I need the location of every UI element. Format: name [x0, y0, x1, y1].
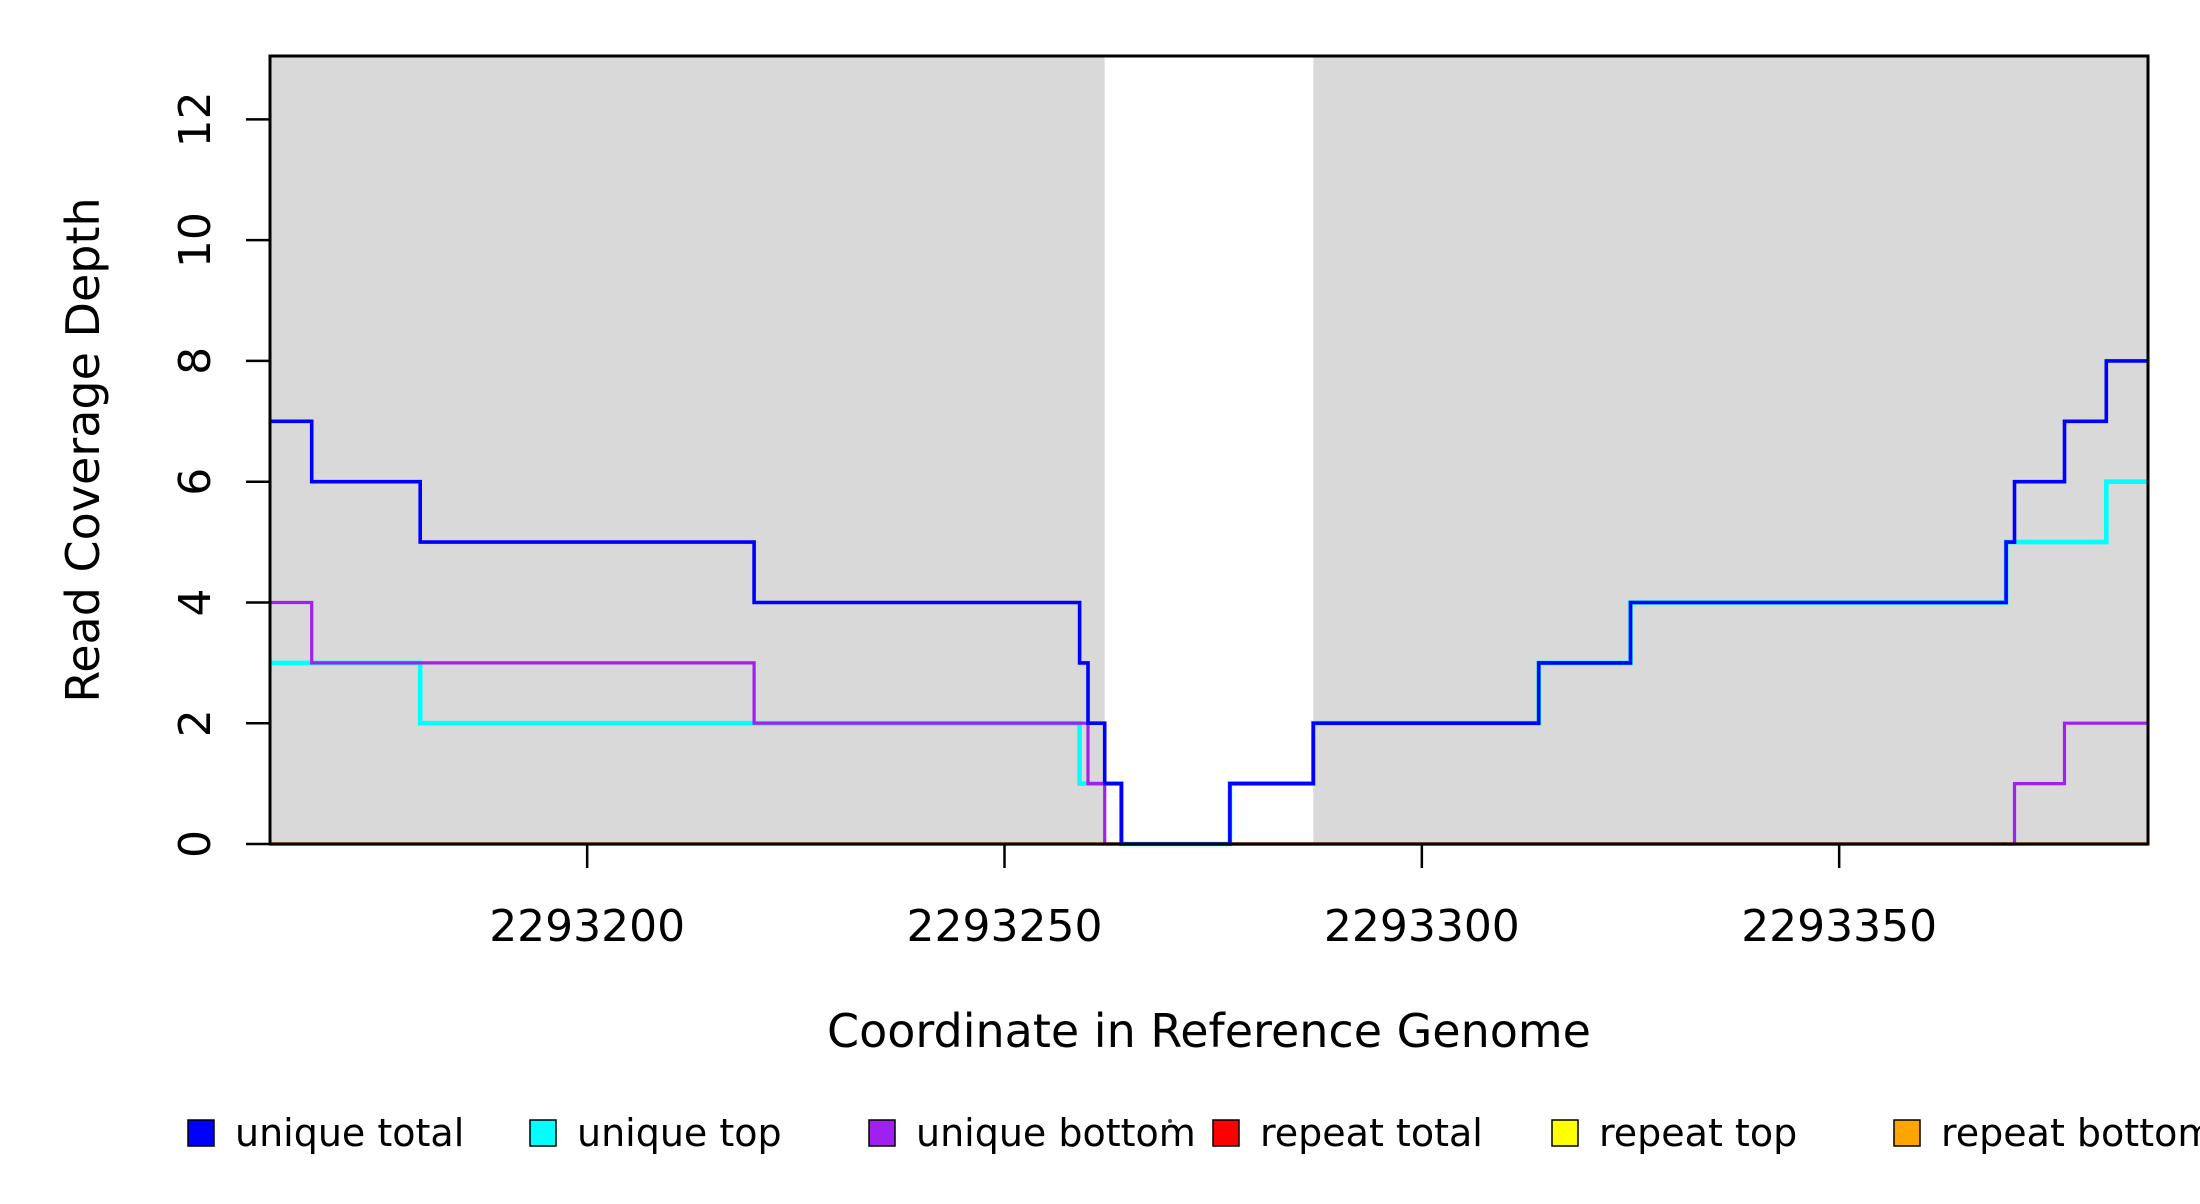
- legend-item-repeat-top: repeat top: [1551, 1111, 1797, 1155]
- shaded-region-1: [270, 56, 1105, 844]
- x-axis: 2293200 2293250 2293300 2293350: [489, 844, 1937, 952]
- stray-dot-artifact: [1168, 1119, 1172, 1123]
- x-tick-label: 2293300: [1324, 901, 1520, 952]
- legend-swatch-unique-bottom: [868, 1119, 896, 1147]
- x-tick-label: 2293200: [489, 901, 685, 952]
- legend-swatch-repeat-bottom: [1893, 1119, 1921, 1147]
- legend-item-repeat-bottom: repeat bottom: [1893, 1111, 2200, 1155]
- legend: unique total unique top unique bottom repea…: [187, 1111, 2200, 1155]
- legend-label: repeat bottom: [1941, 1111, 2200, 1155]
- legend-item-unique-total: unique total: [187, 1111, 464, 1155]
- x-tick-label: 2293350: [1741, 901, 1937, 952]
- y-axis-title: Read Coverage Depth: [56, 197, 110, 702]
- legend-swatch-unique-total: [187, 1119, 215, 1147]
- legend-label: repeat total: [1260, 1111, 1483, 1155]
- y-tick-label: 2: [170, 709, 221, 737]
- x-axis-title: Coordinate in Reference Genome: [827, 1004, 1591, 1058]
- legend-label: unique bottom: [916, 1111, 1196, 1155]
- y-tick-label: 12: [170, 91, 221, 147]
- y-tick-label: 6: [170, 468, 221, 496]
- shaded-region-2: [1313, 56, 2148, 844]
- legend-swatch-unique-top: [529, 1119, 557, 1147]
- legend-swatch-repeat-total: [1212, 1119, 1240, 1147]
- legend-label: unique total: [235, 1111, 464, 1155]
- legend-label: repeat top: [1599, 1111, 1797, 1155]
- series-line-unique-total: [270, 359, 2148, 846]
- y-tick-label: 8: [170, 347, 221, 375]
- y-tick-label: 0: [170, 830, 221, 858]
- shaded-regions: [270, 56, 2148, 844]
- plot-border: [268, 54, 2150, 846]
- legend-swatch-repeat-top: [1551, 1119, 1579, 1147]
- series-line-unique-bottom: [270, 600, 2148, 846]
- x-tick-label: 2293250: [907, 901, 1103, 952]
- legend-item-unique-top: unique top: [529, 1111, 782, 1155]
- legend-label: unique top: [577, 1111, 782, 1155]
- legend-item-unique-bottom: unique bottom: [868, 1111, 1196, 1155]
- y-tick-label: 10: [170, 212, 221, 268]
- y-axis: 0 2 4 6 8 10 12: [170, 91, 270, 858]
- y-tick-label: 4: [170, 588, 221, 616]
- legend-item-repeat-total: repeat total: [1212, 1111, 1483, 1155]
